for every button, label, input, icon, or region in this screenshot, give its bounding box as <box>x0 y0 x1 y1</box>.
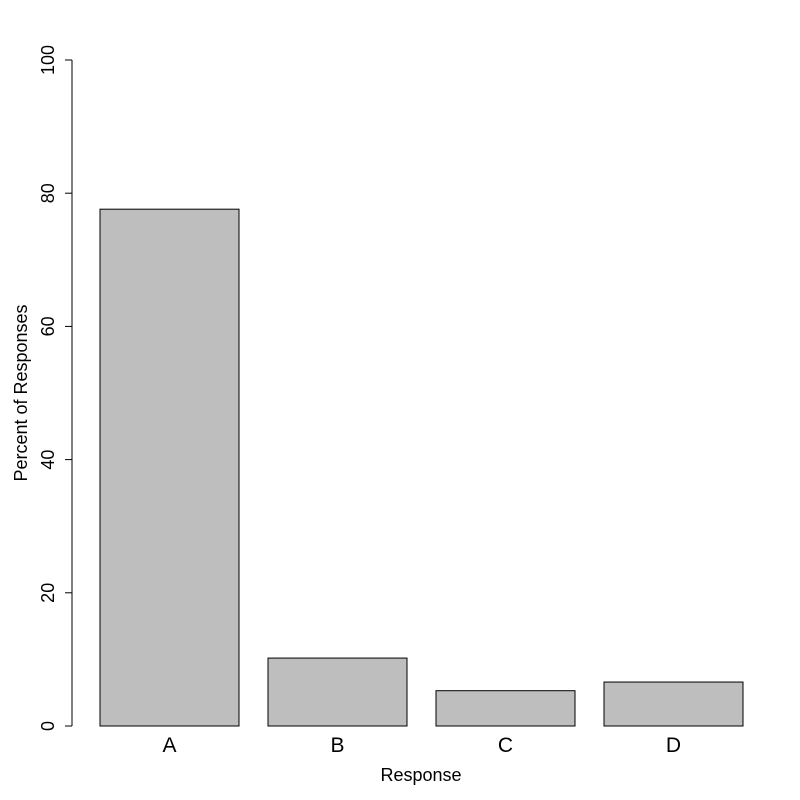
y-tick-label: 80 <box>38 183 58 203</box>
y-tick-label: 100 <box>38 45 58 75</box>
bar <box>603 681 744 727</box>
x-tick-label: B <box>330 734 344 757</box>
y-tick-label: 60 <box>38 316 58 336</box>
bar <box>267 657 408 727</box>
x-tick-label: C <box>498 734 513 757</box>
bar <box>99 208 240 727</box>
bar <box>435 690 576 727</box>
y-tick-label: 40 <box>38 450 58 470</box>
y-tick-label: 20 <box>38 583 58 603</box>
y-axis-label: Percent of Responses <box>11 304 31 481</box>
y-tick-label: 0 <box>38 721 58 731</box>
x-axis-label: Response <box>380 765 461 785</box>
x-tick-label: D <box>666 734 681 757</box>
x-tick-label: A <box>162 734 176 757</box>
